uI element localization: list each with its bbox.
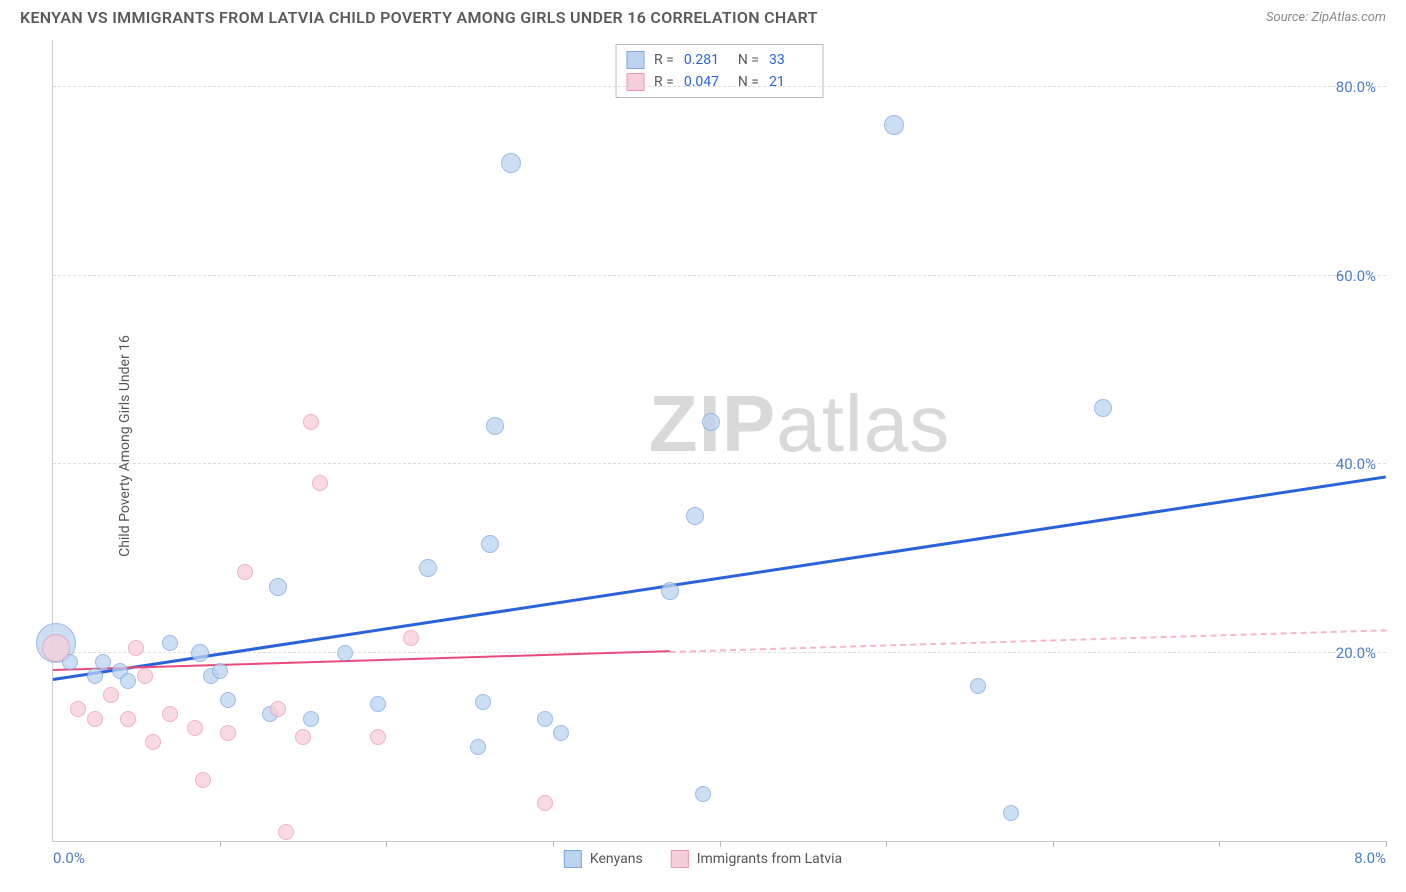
data-point xyxy=(220,692,236,708)
data-point xyxy=(486,417,504,435)
data-point xyxy=(95,654,111,670)
legend-swatch xyxy=(626,51,644,69)
chart-title: KENYAN VS IMMIGRANTS FROM LATVIA CHILD P… xyxy=(20,8,818,27)
data-point xyxy=(695,786,711,802)
legend-swatch xyxy=(626,73,644,91)
x-tick xyxy=(386,841,387,847)
legend-n-label: N = xyxy=(738,74,759,90)
data-point xyxy=(470,739,486,755)
data-point xyxy=(702,413,720,431)
y-tick-label: 20.0% xyxy=(1336,644,1376,662)
data-point xyxy=(403,630,419,646)
legend-row: R = 0.281 N = 33 xyxy=(626,49,813,71)
x-tick xyxy=(1219,841,1220,847)
trend-line xyxy=(669,629,1386,653)
data-point xyxy=(1003,805,1019,821)
data-point xyxy=(419,559,437,577)
series-legend: Kenyans Immigrants from Latvia xyxy=(564,850,842,868)
data-point xyxy=(187,720,203,736)
data-point xyxy=(303,414,319,430)
data-point xyxy=(303,711,319,727)
data-point xyxy=(270,701,286,717)
data-point xyxy=(475,694,491,710)
legend-item: Kenyans xyxy=(564,850,643,868)
legend-swatch xyxy=(564,850,582,868)
legend-r-value: 0.047 xyxy=(684,74,728,90)
data-point xyxy=(212,663,228,679)
data-point xyxy=(370,696,386,712)
watermark: ZIPatlas xyxy=(649,378,950,470)
data-point xyxy=(128,640,144,656)
data-point xyxy=(278,824,294,840)
x-axis-max-label: 8.0% xyxy=(1354,849,1386,867)
legend-n-value: 33 xyxy=(769,52,813,68)
legend-item: Immigrants from Latvia xyxy=(671,850,842,868)
grid-line xyxy=(53,463,1386,464)
legend-row: R = 0.047 N = 21 xyxy=(626,71,813,93)
legend-label: Immigrants from Latvia xyxy=(697,851,842,867)
data-point xyxy=(87,711,103,727)
x-tick xyxy=(1053,841,1054,847)
grid-line xyxy=(53,275,1386,276)
x-tick xyxy=(220,841,221,847)
data-point xyxy=(103,687,119,703)
data-point xyxy=(295,729,311,745)
data-point xyxy=(162,706,178,722)
data-point xyxy=(220,725,236,741)
data-point xyxy=(970,678,986,694)
correlation-legend: R = 0.281 N = 33 R = 0.047 N = 21 xyxy=(615,44,824,98)
legend-r-label: R = xyxy=(654,52,674,68)
data-point xyxy=(70,701,86,717)
grid-line xyxy=(53,652,1386,653)
data-point xyxy=(269,578,287,596)
data-point xyxy=(686,507,704,525)
x-tick xyxy=(1386,841,1387,847)
data-point xyxy=(537,711,553,727)
data-point xyxy=(87,668,103,684)
x-tick xyxy=(553,841,554,847)
x-tick xyxy=(720,841,721,847)
data-point xyxy=(537,795,553,811)
data-point xyxy=(191,644,209,662)
x-axis-min-label: 0.0% xyxy=(53,849,85,867)
data-point xyxy=(145,734,161,750)
data-point xyxy=(1094,399,1112,417)
legend-n-label: N = xyxy=(738,52,759,68)
data-point xyxy=(162,635,178,651)
legend-label: Kenyans xyxy=(590,851,643,867)
y-tick-label: 80.0% xyxy=(1336,78,1376,96)
data-point xyxy=(195,772,211,788)
legend-r-label: R = xyxy=(654,74,674,90)
y-tick-label: 40.0% xyxy=(1336,455,1376,473)
data-point xyxy=(120,673,136,689)
data-point xyxy=(337,645,353,661)
legend-r-value: 0.281 xyxy=(684,52,728,68)
data-point xyxy=(661,582,679,600)
scatter-chart: ZIPatlas R =0.281N =33R =0.047N =21 0.0%… xyxy=(52,40,1386,842)
source-label: Source: ZipAtlas.com xyxy=(1266,10,1386,25)
data-point xyxy=(120,711,136,727)
y-tick-label: 60.0% xyxy=(1336,267,1376,285)
grid-line xyxy=(53,86,1386,87)
data-point xyxy=(312,475,328,491)
data-point xyxy=(137,668,153,684)
x-tick xyxy=(886,841,887,847)
data-point xyxy=(481,535,499,553)
data-point xyxy=(237,564,253,580)
legend-swatch xyxy=(671,850,689,868)
data-point xyxy=(42,634,70,662)
data-point xyxy=(553,725,569,741)
data-point xyxy=(884,115,904,135)
data-point xyxy=(370,729,386,745)
data-point xyxy=(501,153,521,173)
legend-n-value: 21 xyxy=(769,74,813,90)
